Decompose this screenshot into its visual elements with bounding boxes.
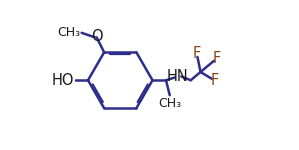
Text: CH₃: CH₃ — [158, 97, 181, 110]
Text: HO: HO — [51, 73, 74, 88]
Text: HN: HN — [167, 69, 189, 84]
Text: F: F — [211, 73, 219, 88]
Text: F: F — [213, 51, 221, 66]
Text: O: O — [91, 29, 103, 44]
Text: F: F — [193, 46, 201, 61]
Text: CH₃: CH₃ — [58, 26, 81, 39]
